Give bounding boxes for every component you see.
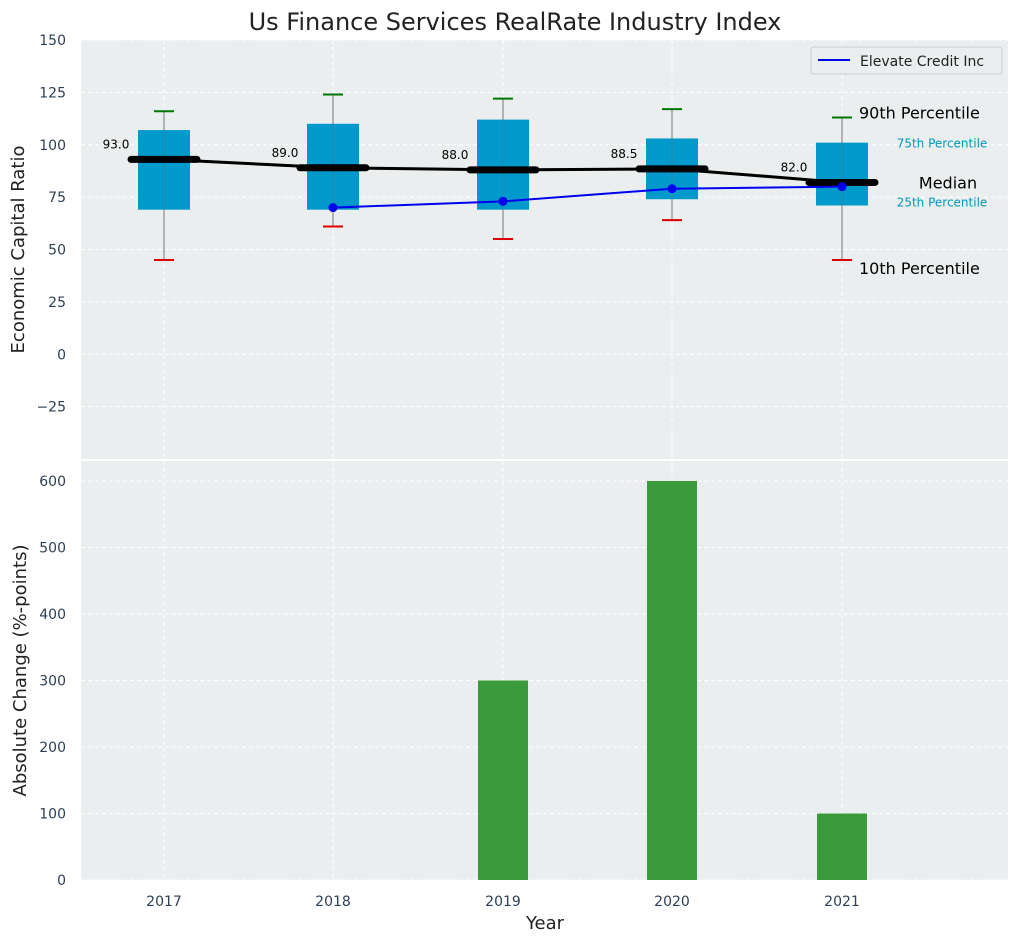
bottom-y-tick-label: 200 — [39, 740, 66, 756]
bottom-plot-area — [81, 461, 1008, 880]
top-y-tick-label: 25 — [48, 295, 66, 311]
x-tick-label: 2021 — [824, 894, 860, 910]
change-bar — [647, 480, 697, 880]
x-tick-label: 2019 — [485, 894, 521, 910]
top-y-tick-label: 150 — [39, 33, 66, 49]
x-axis-label: Year — [525, 913, 565, 934]
annotation-median: Median — [919, 173, 977, 192]
median-label: 89.0 — [272, 146, 299, 160]
bottom-y-axis-label: Absolute Change (%-points) — [10, 545, 31, 797]
bottom-y-tick-label: 300 — [39, 673, 66, 689]
annotation-p25: 25th Percentile — [897, 196, 988, 210]
top-y-tick-label: 75 — [48, 190, 66, 206]
annotation-p10: 10th Percentile — [859, 259, 980, 278]
x-tick-label: 2017 — [146, 894, 182, 910]
top-y-tick-label: −25 — [36, 400, 66, 416]
top-y-tick-label: 50 — [48, 243, 66, 259]
top-y-axis-label: Economic Capital Ratio — [8, 146, 29, 354]
median-label: 93.0 — [103, 137, 130, 151]
company-series-point — [328, 203, 338, 213]
bottom-y-tick-label: 0 — [57, 873, 66, 889]
bottom-y-tick-label: 500 — [39, 540, 66, 556]
company-series-point — [667, 184, 677, 194]
top-y-tick-label: 125 — [39, 85, 66, 101]
median-label: 88.0 — [442, 148, 469, 162]
bottom-y-tick-label: 100 — [39, 806, 66, 822]
top-y-tick-label: 0 — [57, 347, 66, 363]
legend-label: Elevate Credit Inc — [860, 54, 984, 70]
bottom-y-tick-label: 600 — [39, 474, 66, 490]
change-bar — [478, 680, 528, 880]
chart-title: Us Finance Services RealRate Industry In… — [249, 8, 782, 36]
company-series-line — [332, 185, 843, 209]
legend-box — [810, 46, 1003, 75]
change-bar — [817, 813, 867, 880]
x-tick-label: 2020 — [654, 894, 690, 910]
median-label: 82.0 — [781, 160, 808, 174]
median-label: 88.5 — [611, 147, 638, 161]
company-series-point — [498, 196, 508, 206]
bottom-y-tick-label: 400 — [39, 607, 66, 623]
annotation-p90: 90th Percentile — [859, 104, 980, 123]
x-tick-label: 2018 — [315, 894, 351, 910]
company-series-point — [837, 182, 847, 192]
top-y-tick-label: 100 — [39, 138, 66, 154]
annotation-p75: 75th Percentile — [897, 137, 988, 151]
